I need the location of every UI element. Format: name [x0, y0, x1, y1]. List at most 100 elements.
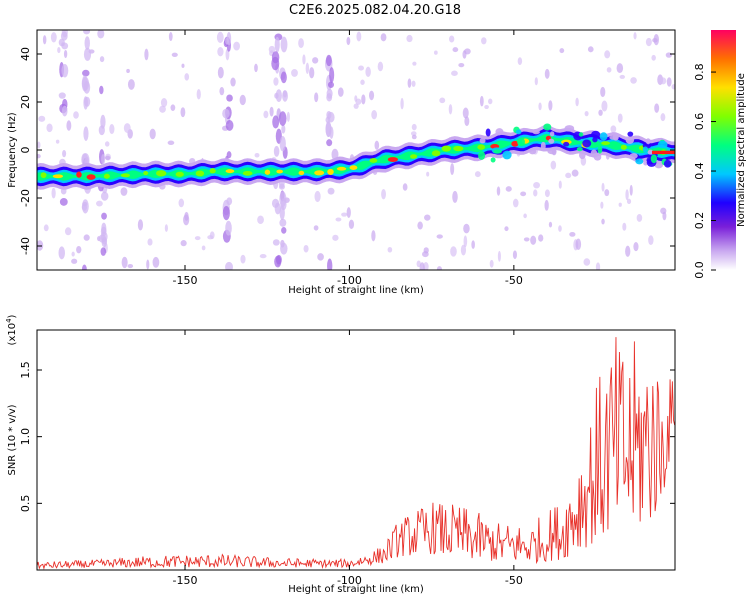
noise-streak-blob [279, 135, 286, 152]
ridge-hotspot [52, 174, 64, 179]
noise-speck [354, 95, 358, 102]
noise-streak-blob [83, 96, 88, 110]
noise-speck [452, 190, 458, 203]
ridge-hotspot [264, 169, 271, 175]
noise-speck [451, 70, 458, 76]
noise-speck [127, 264, 134, 269]
spectrogram-x-ticks: -150 -100 -50 [173, 30, 523, 287]
noise-streak-blob [280, 71, 287, 84]
noise-speck [433, 50, 438, 55]
noise-speck [550, 160, 557, 170]
noise-speck [159, 105, 166, 113]
ridge-tail [651, 150, 675, 155]
noise-speck [239, 94, 246, 106]
x-tick-label: -50 [505, 574, 523, 587]
ridge-scatter-blob [629, 153, 638, 159]
ridge-hotspot [620, 144, 627, 150]
noise-streak-blob [327, 187, 335, 195]
noise-speck [571, 169, 579, 177]
noise-speck [523, 237, 530, 242]
snr-x-axis-label: Height of straight line (km) [288, 584, 424, 595]
noise-speck [449, 35, 455, 43]
noise-speck [63, 49, 68, 59]
ridge-scatter-blob [657, 140, 668, 149]
ridge-scatter-blob [592, 137, 598, 143]
noise-speck [654, 103, 660, 113]
ridge-scatter-blob [591, 130, 601, 139]
noise-speck [462, 50, 467, 59]
noise-speck [538, 102, 542, 111]
noise-speck [619, 74, 626, 79]
noise-speck [178, 198, 185, 208]
noise-speck [50, 32, 57, 43]
ridge-hotspot [225, 169, 235, 174]
noise-speck [622, 222, 627, 231]
noise-speck [168, 31, 173, 42]
noise-streak-blob [272, 115, 280, 129]
ridge-hotspot [477, 144, 485, 150]
noise-streak-blob [327, 81, 335, 88]
ridge-scatter-blob [564, 125, 575, 132]
noise-speck [665, 52, 672, 58]
noise-speck [358, 65, 364, 71]
noise-speck [337, 87, 344, 97]
noise-speck [64, 227, 72, 236]
noise-speck [463, 223, 470, 234]
noise-speck [233, 41, 240, 51]
noise-streak-blob [278, 183, 285, 190]
noise-streak-blob [83, 30, 91, 35]
noise-speck [196, 89, 201, 100]
ridge-scatter-blob [490, 157, 496, 163]
noise-speck [194, 236, 201, 241]
ridge-scatter-blob [612, 133, 619, 141]
noise-speck [595, 262, 601, 270]
noise-streak-blob [101, 153, 106, 165]
ridge-scatter-blob [548, 138, 555, 144]
noise-speck [606, 67, 612, 73]
noise-speck [575, 238, 582, 251]
noise-speck [497, 250, 501, 262]
noise-speck [479, 95, 484, 107]
noise-speck [452, 47, 459, 53]
noise-speck [273, 77, 279, 86]
noise-speck [534, 77, 538, 86]
noise-speck [361, 94, 366, 105]
noise-speck [544, 68, 550, 79]
noise-speck [400, 97, 404, 110]
spectrogram-panel: -150 -100 -50 -40 -20 0 20 40 Height of straig… [7, 29, 676, 296]
noise-speck [127, 79, 135, 90]
noise-speck [600, 201, 604, 209]
snr-y-ticks: 0.5 1.0 1.5 [19, 361, 675, 512]
noise-streak-blob [61, 105, 68, 117]
noise-speck [462, 107, 469, 119]
noise-speck [302, 54, 306, 65]
noise-speck [55, 139, 60, 144]
snr-multiplier-base: (x10 [7, 323, 18, 346]
noise-speck [240, 254, 246, 264]
noise-speck [291, 68, 298, 77]
ridge-hotspot [76, 171, 82, 178]
noise-speck [610, 125, 617, 133]
ridge-scatter-blob [599, 132, 608, 141]
ridge-scatter-blob [645, 138, 651, 145]
noise-speck [121, 256, 128, 269]
noise-streak-blob [97, 30, 105, 39]
noise-speck [533, 189, 538, 197]
noise-speck [37, 154, 41, 159]
noise-speck [147, 238, 153, 246]
snr-frame [36, 329, 676, 571]
noise-streak-blob [98, 125, 105, 136]
colorbar-tick-label: 0.4 [693, 162, 706, 180]
noise-speck [512, 250, 517, 260]
noise-speck [636, 214, 643, 222]
noise-streak-blob [274, 36, 280, 53]
ridge-hotspot [511, 140, 519, 147]
ridge-hotspot [276, 169, 283, 174]
noise-speck [548, 100, 553, 111]
snr-multiplier-exp: 4 [5, 318, 13, 323]
noise-speck [626, 198, 632, 204]
noise-speck [209, 231, 215, 240]
noise-speck [314, 92, 319, 103]
noise-streak-blob [81, 199, 89, 214]
noise-streak-blob [282, 90, 288, 98]
